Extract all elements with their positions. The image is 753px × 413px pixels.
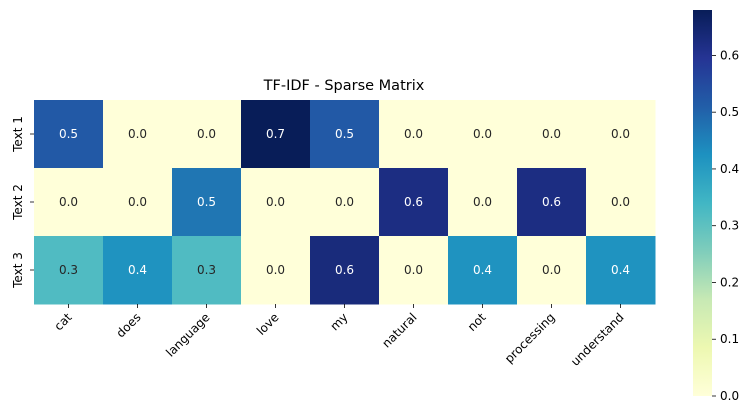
cell-label: 0.0: [473, 127, 492, 141]
heatmap-cell: [241, 236, 311, 305]
colorbar-tick-label: 0.5: [720, 105, 739, 119]
heatmap-cell: [379, 236, 449, 305]
heatmap-cell: [310, 236, 380, 305]
colorbar-tick-label: 0.6: [720, 48, 739, 62]
x-tick-label: processing: [502, 310, 558, 366]
chart-title: TF-IDF - Sparse Matrix: [263, 78, 425, 94]
cell-label: 0.4: [473, 263, 492, 277]
cell-label: 0.3: [59, 263, 78, 277]
colorbar-tick-label: 0.2: [720, 275, 739, 289]
heatmap-cell: [34, 236, 104, 305]
cell-label: 0.4: [611, 263, 630, 277]
heatmap-cell: [379, 100, 449, 169]
x-tick-label: my: [327, 310, 350, 333]
cell-label: 0.0: [335, 195, 354, 209]
heatmap-cell: [517, 236, 587, 305]
heatmap-cell: [241, 100, 311, 169]
cell-label: 0.0: [473, 195, 492, 209]
heatmap-cell: [448, 236, 518, 305]
x-tick-label: language: [163, 310, 212, 359]
x-axis: cat does language love my natural not processin…: [52, 304, 627, 369]
cell-label: 0.0: [128, 195, 147, 209]
cell-label: 0.5: [335, 127, 354, 141]
cell-label: 0.0: [266, 263, 285, 277]
y-tick-label: Text 1: [11, 116, 25, 153]
colorbar-tick-label: 0.3: [720, 219, 739, 233]
heatmap-cell: [586, 168, 656, 237]
cell-label: 0.7: [266, 127, 285, 141]
colorbar-tick-label: 0.1: [720, 332, 739, 346]
cell-label: 0.0: [611, 195, 630, 209]
x-tick-label: not: [465, 310, 489, 334]
cell-label: 0.5: [59, 127, 78, 141]
cell-label: 0.0: [542, 263, 561, 277]
heatmap-cell: [448, 100, 518, 169]
heatmap-cell: [103, 236, 173, 305]
heatmap-cell: [241, 168, 311, 237]
colorbar: [693, 10, 712, 396]
x-tick-label: understand: [568, 310, 626, 368]
heatmap-cell: [517, 100, 587, 169]
heatmap-cell: [379, 168, 449, 237]
heatmap-cell: [103, 100, 173, 169]
x-tick-label: natural: [379, 310, 419, 350]
heatmap-cell: [448, 168, 518, 237]
cell-label: 0.6: [404, 195, 423, 209]
cell-label: 0.4: [128, 263, 147, 277]
cell-label: 0.5: [197, 195, 216, 209]
cell-label: 0.0: [404, 263, 423, 277]
cell-label: 0.0: [404, 127, 423, 141]
heatmap-cell: [586, 100, 656, 169]
colorbar-axis: 0.0 0.1 0.2 0.3 0.4 0.5 0.6: [712, 48, 739, 403]
heatmap-cell: [586, 236, 656, 305]
y-tick-label: Text 2: [11, 184, 25, 221]
cell-label: 0.6: [542, 195, 561, 209]
cell-label: 0.0: [611, 127, 630, 141]
y-axis: Text 1 Text 2 Text 3: [11, 116, 34, 289]
cell-label: 0.0: [128, 127, 147, 141]
heatmap-cell: [172, 100, 242, 169]
x-tick-label: love: [254, 310, 282, 338]
y-tick-label: Text 3: [11, 252, 25, 289]
heatmap-cells: 0.5 0.0 0.0 0.7 0.5 0.0 0.0 0.0 0.0 0.0 0.0 0.5 0.0 0…: [34, 100, 656, 305]
cell-label: 0.0: [542, 127, 561, 141]
cell-label: 0.6: [335, 263, 354, 277]
colorbar-tick-label: 0.4: [720, 162, 739, 176]
x-tick-label: cat: [52, 310, 75, 333]
colorbar-tick-label: 0.0: [720, 389, 739, 403]
heatmap-cell: [103, 168, 173, 237]
x-tick-label: does: [114, 310, 144, 340]
heatmap-cell: [172, 236, 242, 305]
heatmap-cell: [310, 168, 380, 237]
heatmap-cell: [310, 100, 380, 169]
heatmap-cell: [517, 168, 587, 237]
cell-label: 0.3: [197, 263, 216, 277]
cell-label: 0.0: [266, 195, 285, 209]
cell-label: 0.0: [197, 127, 216, 141]
cell-label: 0.0: [59, 195, 78, 209]
heatmap-cell: [172, 168, 242, 237]
heatmap-cell: [34, 100, 104, 169]
heatmap-cell: [34, 168, 104, 237]
